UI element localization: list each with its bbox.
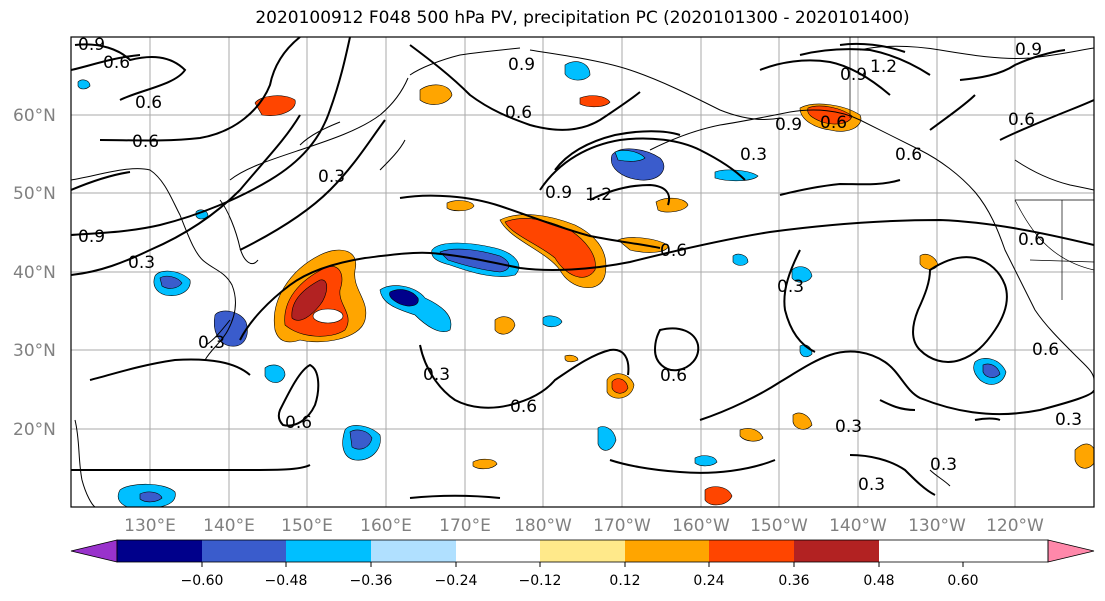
lat-label: 20°N [13, 420, 56, 440]
contour-label: 0.3 [835, 417, 862, 437]
colorbar-segment [371, 540, 456, 562]
colorbar-segment [540, 540, 625, 562]
contour-label: 0.3 [858, 475, 885, 495]
contour-label: 0.3 [1055, 410, 1082, 430]
colorbar-tick-label: 0.48 [863, 573, 894, 589]
contour-label: 0.9 [545, 183, 572, 203]
contour-label: 0.6 [135, 93, 162, 113]
contour-label: 1.2 [870, 57, 897, 77]
colorbar-tick-label: 0.24 [693, 573, 724, 589]
lon-label: 140°E [203, 516, 255, 536]
contour-label: 0.9 [1015, 40, 1042, 60]
contour-label: 0.3 [198, 333, 225, 353]
borders [849, 37, 1094, 300]
contour-label: 0.6 [103, 53, 130, 73]
lat-label: 30°N [13, 341, 56, 361]
contour-label: 0.9 [840, 65, 867, 85]
colorbar-segment [794, 540, 879, 562]
contour-labels: 0.9 0.6 0.6 0.6 0.9 0.3 0.3 0.6 0.9 0.9 … [78, 35, 1082, 495]
contour-label: 0.6 [1018, 230, 1045, 250]
colorbar-tick-label: 0.12 [609, 573, 640, 589]
colorbar-segment [709, 540, 794, 562]
colorbar-max-arrow [1047, 539, 1095, 563]
colorbar-segment [456, 540, 540, 562]
colorbar-tick-label: 0.60 [947, 573, 978, 589]
contour-label: 0.9 [508, 55, 535, 75]
lon-label: 170°W [593, 516, 651, 536]
colorbar-tick-label: −0.48 [265, 573, 308, 589]
lat-label: 50°N [13, 184, 56, 204]
colorbar-min-arrow [70, 539, 118, 563]
lon-label: 120°W [986, 516, 1044, 536]
coastlines [71, 45, 1094, 507]
colorbar-segment [117, 540, 202, 562]
colorbar-tick-label: −0.60 [181, 573, 224, 589]
colorbar-segment [286, 540, 371, 562]
contour-label: 0.6 [505, 103, 532, 123]
lat-label: 60°N [13, 106, 56, 126]
contour-label: 0.6 [510, 397, 537, 417]
contour-label: 0.6 [820, 113, 847, 133]
lon-label: 140°W [829, 516, 887, 536]
map-title: 2020100912 F048 500 hPa PV, precipitatio… [255, 8, 910, 28]
lon-label: 150°W [750, 516, 808, 536]
colorbar-outline [116, 539, 1049, 563]
contour-label: 0.3 [423, 365, 450, 385]
lon-label: 160°W [672, 516, 730, 536]
contour-label: 0.6 [1032, 340, 1059, 360]
lon-label: 160°E [360, 516, 412, 536]
contour-label: 0.3 [777, 277, 804, 297]
contour-label: 0.6 [660, 241, 687, 261]
contour-label: 0.6 [660, 366, 687, 386]
lat-label: 40°N [13, 263, 56, 283]
contour-label: 0.3 [128, 253, 155, 273]
colorbar: −0.60 −0.48 −0.36 −0.24 −0.12 0.12 0.24 0.36 0.4… [70, 539, 1095, 589]
graticule [71, 37, 1094, 507]
contour-label: 0.9 [78, 35, 105, 55]
lon-label: 130°E [124, 516, 176, 536]
contour-label: 0.9 [775, 115, 802, 135]
contour-label: 1.2 [585, 185, 612, 205]
colorbar-tick-label: −0.12 [519, 573, 562, 589]
colorbar-segment [202, 540, 286, 562]
colorbar-tick-label: 0.36 [778, 573, 809, 589]
contour-label: 0.3 [318, 167, 345, 187]
contour-label: 0.3 [930, 455, 957, 475]
lon-label: 150°E [281, 516, 333, 536]
contour-label: 0.6 [895, 145, 922, 165]
contour-label: 0.6 [1008, 110, 1035, 130]
contour-label: 0.6 [132, 132, 159, 152]
colorbar-tick-label: −0.36 [350, 573, 393, 589]
lon-label: 130°W [908, 516, 966, 536]
lon-label: 180°W [514, 516, 572, 536]
lon-label: 170°E [439, 516, 491, 536]
contour-label: 0.6 [285, 413, 312, 433]
map-frame [70, 36, 1095, 508]
colorbar-segment [625, 540, 709, 562]
contour-label: 0.3 [740, 145, 767, 165]
colorbar-tick-label: −0.24 [435, 573, 478, 589]
latitude-labels: 60°N 50°N 40°N 30°N 20°N [13, 106, 56, 440]
contour-label: 0.9 [78, 227, 105, 247]
pv-contours [71, 37, 1094, 499]
longitude-labels: 130°E 140°E 150°E 160°E 170°E 180°W 170°… [124, 516, 1044, 536]
